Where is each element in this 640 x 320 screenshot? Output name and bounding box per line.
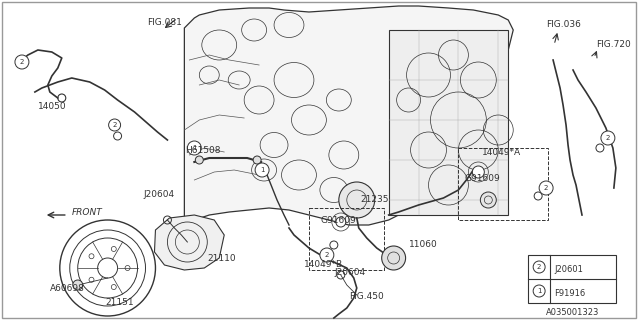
FancyBboxPatch shape [528,255,616,303]
Text: J20601: J20601 [554,266,583,275]
Circle shape [481,192,496,208]
Text: 21235: 21235 [361,195,389,204]
Circle shape [339,182,374,218]
Circle shape [15,55,29,69]
Text: J20604: J20604 [335,268,366,277]
Circle shape [539,181,553,195]
Text: G91609: G91609 [321,216,356,225]
Circle shape [253,156,261,164]
Text: 2: 2 [537,264,541,270]
Text: 11060: 11060 [408,240,437,249]
Text: 1: 1 [192,145,196,151]
Circle shape [533,285,545,297]
Text: A60698: A60698 [50,284,84,293]
Text: FRONT: FRONT [72,208,102,217]
Text: 14049*B: 14049*B [304,260,343,269]
Circle shape [472,166,484,178]
Circle shape [320,248,334,262]
Text: FIG.036: FIG.036 [546,20,581,29]
Text: 2: 2 [605,135,610,141]
Circle shape [109,119,120,131]
Text: J20604: J20604 [143,190,175,199]
Circle shape [255,163,269,177]
Circle shape [533,261,545,273]
Text: A035001323: A035001323 [546,308,600,317]
Text: G91609: G91609 [465,174,500,183]
Text: 2: 2 [324,252,329,258]
Text: H61508: H61508 [186,146,221,155]
Circle shape [188,141,202,155]
Text: 21110: 21110 [207,254,236,263]
Polygon shape [184,6,513,225]
Text: 2: 2 [544,185,548,191]
Circle shape [381,246,406,270]
Text: 14049*A: 14049*A [483,148,522,157]
Text: F91916: F91916 [554,290,586,299]
Text: 1: 1 [537,288,541,294]
Text: FIG.081: FIG.081 [147,18,182,27]
Text: FIG.450: FIG.450 [349,292,383,301]
FancyBboxPatch shape [388,30,508,215]
Circle shape [195,156,204,164]
Text: 2: 2 [113,122,116,128]
Circle shape [73,280,83,290]
Text: FIG.720: FIG.720 [596,40,630,49]
Circle shape [336,217,346,227]
Text: 1: 1 [260,167,264,173]
Circle shape [601,131,615,145]
Text: 14050: 14050 [38,102,67,111]
Text: 2: 2 [20,59,24,65]
Text: 21151: 21151 [106,298,134,307]
Polygon shape [154,215,224,270]
